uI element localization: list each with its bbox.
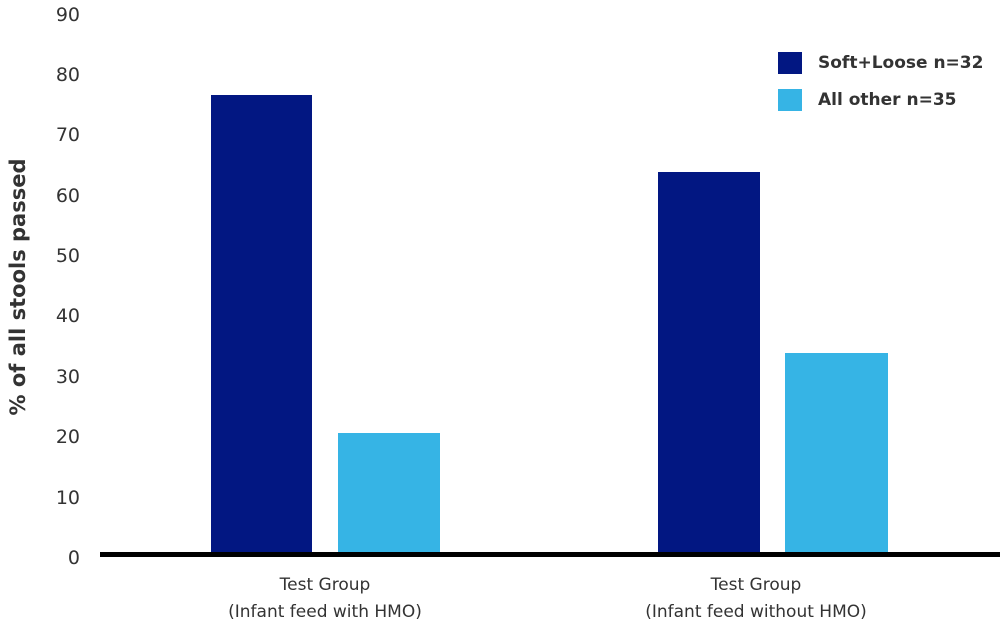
- x-axis-line: [100, 552, 1000, 557]
- bar-all-other-without-hmo: [785, 353, 888, 553]
- bar-soft-loose-with-hmo: [211, 95, 312, 553]
- legend-item-soft-loose: Soft+Loose n=32: [778, 52, 983, 74]
- y-axis-label: % of all stools passed: [6, 158, 30, 416]
- y-tick: 60: [55, 185, 80, 207]
- category-line2: (Infant feed without HMO): [645, 602, 867, 622]
- category-line2: (Infant feed with HMO): [228, 602, 422, 622]
- bar-soft-loose-without-hmo: [658, 172, 760, 553]
- legend-item-all-other: All other n=35: [778, 89, 956, 111]
- y-tick: 50: [55, 245, 80, 267]
- y-tick: 80: [55, 64, 80, 86]
- category-line1: Test Group: [279, 575, 371, 595]
- bar-all-other-with-hmo: [338, 433, 440, 553]
- category-label-with-hmo: Test Group (Infant feed with HMO): [165, 572, 485, 626]
- legend-swatch: [778, 89, 802, 111]
- y-tick: 70: [55, 124, 80, 146]
- y-tick: 90: [55, 4, 80, 26]
- legend-label: All other n=35: [818, 90, 957, 110]
- legend-label: Soft+Loose n=32: [818, 53, 984, 73]
- category-label-without-hmo: Test Group (Infant feed without HMO): [596, 572, 916, 626]
- legend-swatch: [778, 52, 802, 74]
- y-tick: 0: [67, 547, 80, 569]
- category-line1: Test Group: [710, 575, 802, 595]
- y-tick: 40: [55, 305, 80, 327]
- y-tick: 10: [55, 487, 80, 509]
- y-tick: 30: [55, 366, 80, 388]
- y-tick: 20: [55, 426, 80, 448]
